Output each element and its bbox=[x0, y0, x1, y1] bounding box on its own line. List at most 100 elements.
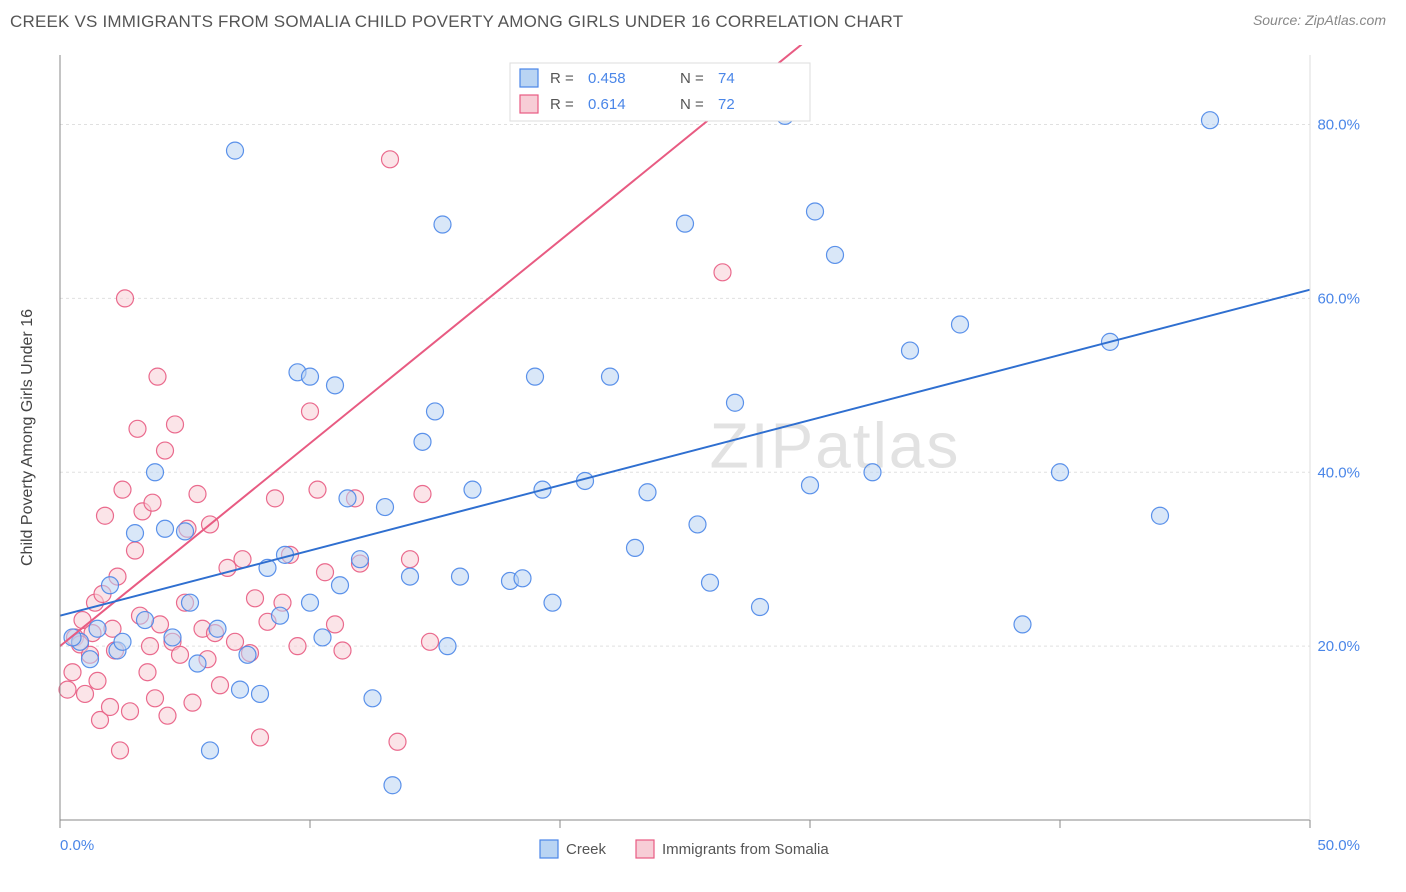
data-point bbox=[129, 420, 146, 437]
data-point bbox=[1152, 507, 1169, 524]
data-point bbox=[252, 685, 269, 702]
legend-n-value: 74 bbox=[718, 70, 735, 87]
data-point bbox=[144, 494, 161, 511]
data-point bbox=[227, 142, 244, 159]
data-point bbox=[627, 539, 644, 556]
data-point bbox=[209, 620, 226, 637]
data-point bbox=[112, 742, 129, 759]
data-point bbox=[1052, 464, 1069, 481]
data-point bbox=[157, 442, 174, 459]
series-somalia bbox=[59, 151, 731, 759]
data-point bbox=[272, 607, 289, 624]
data-point bbox=[64, 664, 81, 681]
data-point bbox=[167, 416, 184, 433]
data-point bbox=[102, 577, 119, 594]
data-point bbox=[427, 403, 444, 420]
legend-n-value: 72 bbox=[718, 96, 735, 113]
data-point bbox=[302, 368, 319, 385]
data-point bbox=[137, 612, 154, 629]
data-point bbox=[464, 481, 481, 498]
data-point bbox=[327, 616, 344, 633]
data-point bbox=[149, 368, 166, 385]
legend-swatch bbox=[520, 69, 538, 87]
data-point bbox=[89, 620, 106, 637]
data-point bbox=[452, 568, 469, 585]
data-point bbox=[239, 646, 256, 663]
data-point bbox=[147, 464, 164, 481]
xtick-label-min: 0.0% bbox=[60, 837, 94, 854]
data-point bbox=[389, 733, 406, 750]
data-point bbox=[314, 629, 331, 646]
data-point bbox=[114, 481, 131, 498]
data-point bbox=[127, 542, 144, 559]
data-point bbox=[267, 490, 284, 507]
data-point bbox=[422, 633, 439, 650]
data-point bbox=[332, 577, 349, 594]
data-point bbox=[122, 703, 139, 720]
data-point bbox=[139, 664, 156, 681]
data-point bbox=[142, 638, 159, 655]
data-point bbox=[159, 707, 176, 724]
data-point bbox=[339, 490, 356, 507]
data-point bbox=[802, 477, 819, 494]
data-point bbox=[414, 433, 431, 450]
data-point bbox=[807, 203, 824, 220]
legend-n-label: N = bbox=[680, 96, 704, 113]
data-point bbox=[227, 633, 244, 650]
data-point bbox=[414, 486, 431, 503]
data-point bbox=[289, 638, 306, 655]
data-point bbox=[602, 368, 619, 385]
data-point bbox=[714, 264, 731, 281]
trendline-somalia bbox=[60, 45, 810, 646]
data-point bbox=[59, 681, 76, 698]
ytick-label: 60.0% bbox=[1317, 290, 1360, 307]
data-point bbox=[202, 742, 219, 759]
data-point bbox=[527, 368, 544, 385]
data-point bbox=[384, 777, 401, 794]
data-point bbox=[77, 685, 94, 702]
data-point bbox=[184, 694, 201, 711]
data-point bbox=[252, 729, 269, 746]
data-point bbox=[114, 633, 131, 650]
data-point bbox=[377, 499, 394, 516]
data-point bbox=[234, 551, 251, 568]
data-point bbox=[364, 690, 381, 707]
data-point bbox=[212, 677, 229, 694]
data-point bbox=[439, 638, 456, 655]
data-point bbox=[402, 568, 419, 585]
data-point bbox=[89, 672, 106, 689]
trendline-creek bbox=[60, 290, 1310, 616]
legend-r-value: 0.614 bbox=[588, 96, 626, 113]
data-point bbox=[97, 507, 114, 524]
data-point bbox=[182, 594, 199, 611]
data-point bbox=[189, 486, 206, 503]
legend-n-label: N = bbox=[680, 70, 704, 87]
data-point bbox=[302, 594, 319, 611]
legend-r-value: 0.458 bbox=[588, 70, 626, 87]
chart-title: CREEK VS IMMIGRANTS FROM SOMALIA CHILD P… bbox=[10, 12, 903, 31]
data-point bbox=[689, 516, 706, 533]
data-point bbox=[1202, 112, 1219, 129]
data-point bbox=[952, 316, 969, 333]
data-point bbox=[352, 551, 369, 568]
series-creek bbox=[64, 107, 1219, 793]
legend-r-label: R = bbox=[550, 96, 574, 113]
watermark: ZIPatlas bbox=[710, 410, 961, 482]
data-point bbox=[147, 690, 164, 707]
correlation-scatter-chart: 20.0%40.0%60.0%80.0%ZIPatlas0.0%50.0%Chi… bbox=[0, 45, 1406, 892]
bottom-legend-swatch bbox=[540, 840, 558, 858]
data-point bbox=[544, 594, 561, 611]
data-point bbox=[164, 629, 181, 646]
data-point bbox=[752, 599, 769, 616]
y-axis-label: Child Poverty Among Girls Under 16 bbox=[19, 309, 36, 566]
data-point bbox=[117, 290, 134, 307]
data-point bbox=[639, 484, 656, 501]
data-point bbox=[382, 151, 399, 168]
data-point bbox=[177, 523, 194, 540]
ytick-label: 40.0% bbox=[1317, 464, 1360, 481]
data-point bbox=[402, 551, 419, 568]
data-point bbox=[232, 681, 249, 698]
data-point bbox=[827, 246, 844, 263]
data-point bbox=[189, 655, 206, 672]
data-point bbox=[127, 525, 144, 542]
